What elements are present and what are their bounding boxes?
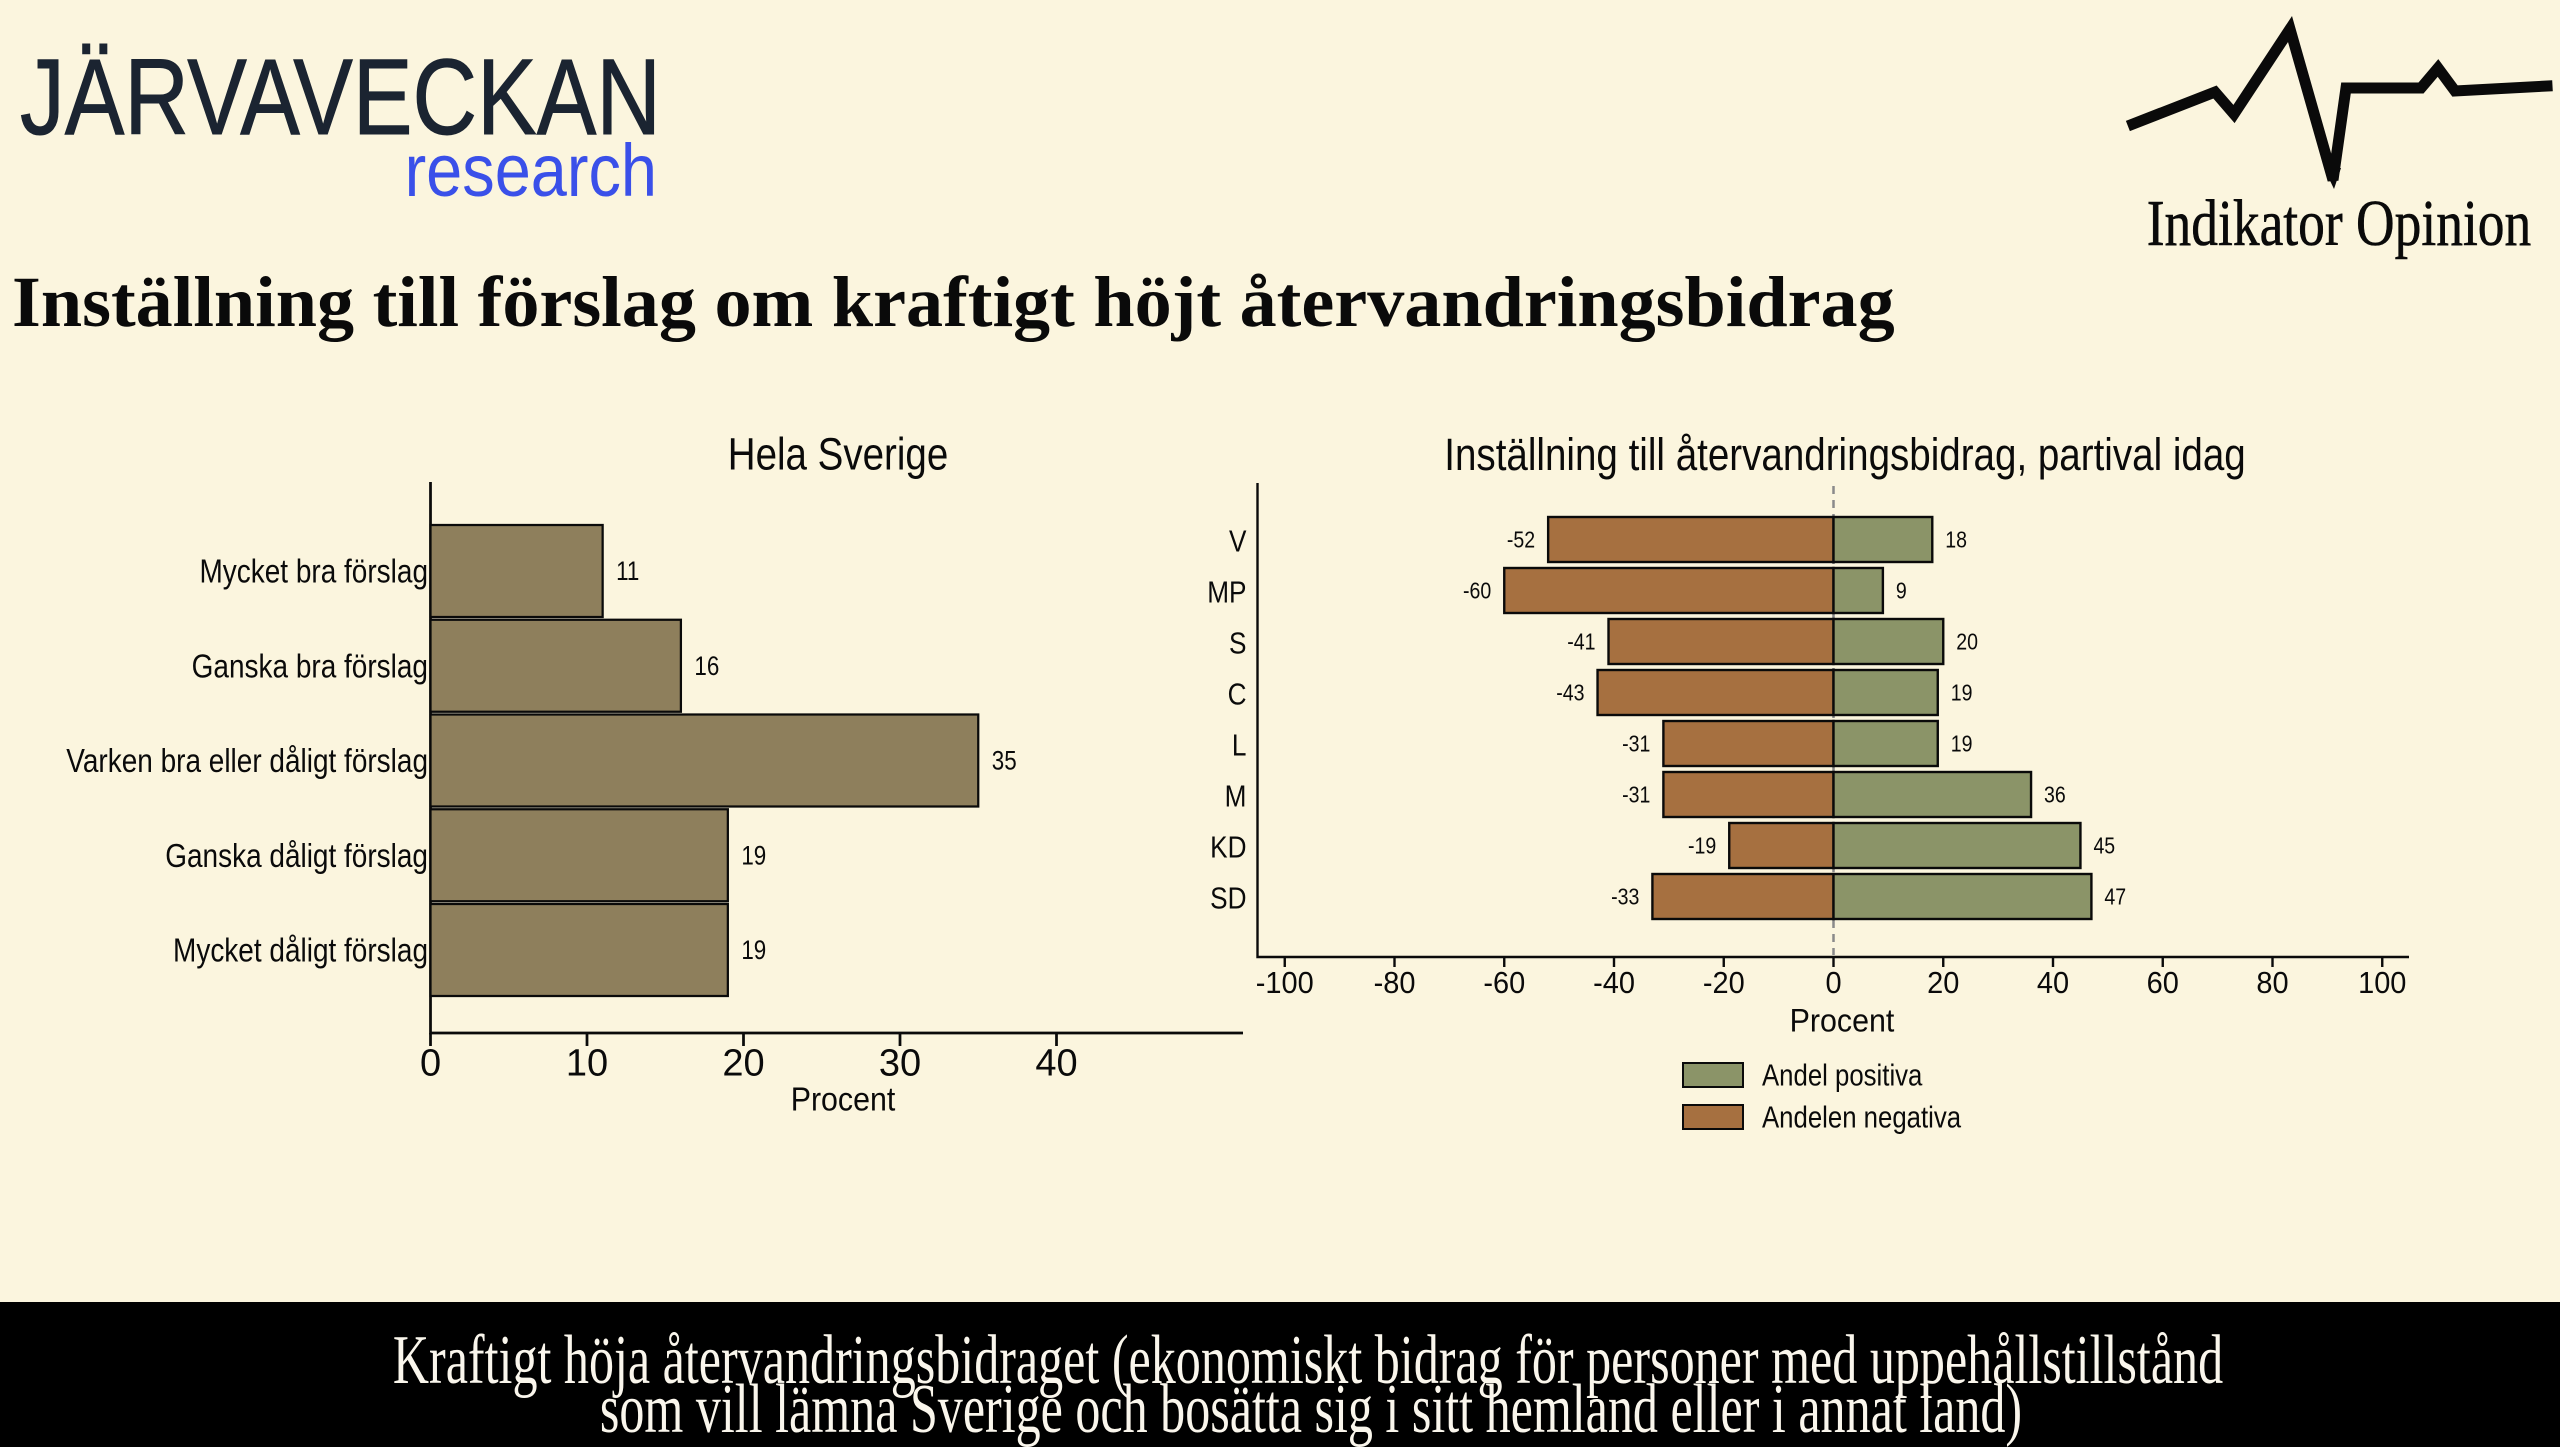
svg-text:Procent: Procent [1790,1003,1895,1039]
svg-text:36: 36 [2044,782,2066,808]
svg-text:0: 0 [420,1043,441,1085]
svg-text:-60: -60 [1463,578,1491,604]
svg-text:L: L [1232,728,1247,763]
svg-text:C: C [1228,677,1247,712]
svg-text:18: 18 [1945,527,1967,553]
svg-text:30: 30 [879,1043,921,1085]
svg-text:-40: -40 [1593,966,1635,1000]
svg-text:35: 35 [992,747,1017,776]
svg-text:-43: -43 [1556,680,1584,706]
svg-text:100: 100 [2358,966,2406,1000]
svg-text:Hela Sverige: Hela Sverige [728,429,948,479]
svg-text:47: 47 [2104,884,2126,910]
svg-text:40: 40 [1035,1043,1077,1085]
svg-text:-20: -20 [1703,966,1745,1000]
svg-text:Mycket dåligt förslag: Mycket dåligt förslag [173,931,428,969]
svg-text:KD: KD [1210,830,1246,865]
svg-text:MP: MP [1207,575,1246,610]
svg-text:Indikator Opinion: Indikator Opinion [2147,186,2531,260]
svg-text:Mycket bra förslag: Mycket bra förslag [199,552,428,590]
svg-text:80: 80 [2256,966,2288,1000]
svg-text:-33: -33 [1611,884,1639,910]
svg-text:11: 11 [616,557,639,586]
svg-text:Inställning till återvandrings: Inställning till återvandringsbidrag, pa… [1444,429,2245,479]
svg-text:60: 60 [2147,966,2179,1000]
svg-text:Varken bra eller dåligt försla: Varken bra eller dåligt förslag [66,742,428,780]
svg-text:45: 45 [2093,833,2115,859]
svg-text:Inställning till förslag om kr: Inställning till förslag om kraftigt höj… [12,262,1895,342]
svg-text:M: M [1225,779,1247,814]
svg-text:Ganska bra förslag: Ganska bra förslag [192,647,428,685]
svg-text:research: research [405,129,657,212]
svg-text:S: S [1229,626,1246,661]
svg-text:som vill lämna Sverige och bos: som vill lämna Sverige och bosätta sig i… [600,1371,2022,1447]
svg-text:19: 19 [741,842,766,871]
svg-text:40: 40 [2037,966,2069,1000]
svg-text:20: 20 [1927,966,1959,1000]
svg-text:Kraftigt höja återvandringsbid: Kraftigt höja återvandringsbidraget (eko… [393,1322,2223,1399]
svg-text:20: 20 [722,1043,764,1085]
svg-text:19: 19 [1951,680,1973,706]
svg-text:10: 10 [566,1043,608,1085]
svg-text:Andel positiva: Andel positiva [1762,1057,1923,1092]
svg-text:-60: -60 [1483,966,1525,1000]
svg-text:-31: -31 [1622,782,1650,808]
svg-text:20: 20 [1956,629,1978,655]
svg-text:JÄRVAVECKAN: JÄRVAVECKAN [20,37,661,158]
svg-text:19: 19 [1951,731,1973,757]
svg-text:19: 19 [741,936,766,965]
svg-text:9: 9 [1896,578,1907,604]
svg-text:Ganska dåligt förslag: Ganska dåligt förslag [165,836,428,874]
svg-text:16: 16 [694,652,719,681]
svg-text:-100: -100 [1256,966,1314,1000]
svg-text:-31: -31 [1622,731,1650,757]
svg-text:-52: -52 [1507,527,1535,553]
svg-text:Procent: Procent [791,1080,896,1117]
svg-text:-19: -19 [1688,833,1716,859]
svg-text:SD: SD [1210,881,1246,916]
svg-text:0: 0 [1825,966,1841,1000]
svg-text:V: V [1229,524,1247,559]
svg-text:-41: -41 [1567,629,1595,655]
svg-text:Andelen negativa: Andelen negativa [1762,1099,1961,1134]
svg-text:-80: -80 [1374,966,1416,1000]
